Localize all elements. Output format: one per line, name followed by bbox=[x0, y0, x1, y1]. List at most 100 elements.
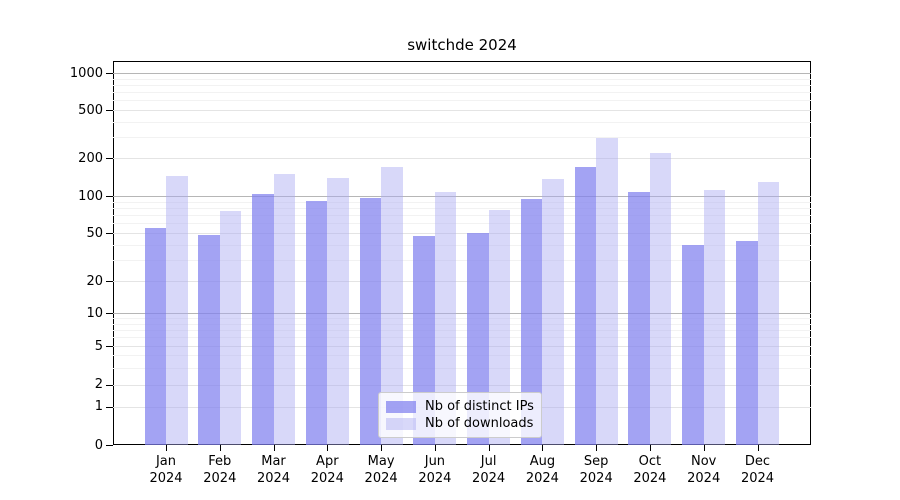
gridline-minor bbox=[113, 136, 811, 138]
bar-nb-of-distinct-ips-oct bbox=[628, 191, 650, 445]
gridline-20 bbox=[113, 281, 811, 282]
chart-title: switchde 2024 bbox=[407, 36, 517, 54]
y-tick-mark bbox=[106, 73, 113, 75]
legend-label: Nb of downloads bbox=[425, 416, 534, 431]
gridline-200 bbox=[113, 158, 811, 159]
x-tick-label: Jan 2024 bbox=[136, 453, 196, 487]
x-tick-month: Aug bbox=[529, 454, 556, 469]
bar-nb-of-distinct-ips-may bbox=[359, 197, 382, 445]
gridline-minor bbox=[113, 244, 811, 246]
gridline-minor bbox=[113, 318, 811, 320]
bar-nb-of-downloads-jun bbox=[434, 191, 457, 445]
bar-nb-of-downloads-mar bbox=[273, 173, 295, 445]
x-tick-mark bbox=[434, 445, 436, 451]
bar-nb-of-distinct-ips-feb bbox=[198, 235, 220, 445]
gridline-50 bbox=[113, 233, 811, 234]
gridline-minor bbox=[113, 223, 811, 225]
x-tick-month: Apr bbox=[316, 454, 339, 469]
x-tick-mark bbox=[219, 445, 221, 451]
y-tick-label: 5 bbox=[94, 338, 103, 354]
bar-nb-of-downloads-may bbox=[381, 166, 403, 445]
x-tick-month: May bbox=[367, 454, 395, 469]
y-tick-label: 200 bbox=[78, 150, 103, 166]
bar-nb-of-distinct-ips-sep bbox=[574, 166, 597, 445]
x-tick-month: Mar bbox=[261, 454, 286, 469]
gridline-minor bbox=[113, 323, 811, 325]
y-tick-mark bbox=[106, 196, 113, 197]
bar-nb-of-downloads-aug bbox=[542, 178, 564, 445]
legend-swatch bbox=[386, 417, 416, 430]
gridline-2 bbox=[113, 384, 811, 386]
bar-nb-of-distinct-ips-dec bbox=[736, 240, 758, 445]
gridline-minor bbox=[113, 367, 811, 369]
x-tick-month: Jul bbox=[480, 454, 497, 469]
y-tick-mark bbox=[106, 384, 113, 386]
x-tick-month: Nov bbox=[691, 454, 717, 469]
x-tick-mark bbox=[542, 445, 544, 451]
x-tick-label: Mar 2024 bbox=[244, 453, 304, 487]
bar-nb-of-distinct-ips-nov bbox=[682, 244, 704, 445]
y-tick-label: 10 bbox=[86, 305, 103, 321]
x-tick-year: 2024 bbox=[364, 471, 398, 486]
x-tick-label: Sep 2024 bbox=[566, 453, 626, 487]
gridline-100 bbox=[113, 196, 811, 197]
gridline-10 bbox=[113, 313, 811, 315]
bar-nb-of-distinct-ips-jan bbox=[144, 227, 166, 445]
x-tick-year: 2024 bbox=[472, 471, 506, 486]
x-tick-mark bbox=[757, 445, 759, 451]
x-tick-month: Sep bbox=[583, 454, 609, 469]
x-tick-year: 2024 bbox=[740, 471, 775, 486]
x-tick-mark bbox=[596, 445, 598, 451]
y-tick-mark bbox=[106, 346, 113, 347]
gridline-minor bbox=[113, 85, 811, 87]
bar-nb-of-distinct-ips-mar bbox=[252, 194, 274, 445]
bar-nb-of-downloads-jul bbox=[488, 210, 511, 445]
y-tick-label: 1000 bbox=[69, 65, 103, 81]
gridline-minor bbox=[113, 259, 811, 261]
bar-nb-of-downloads-feb bbox=[219, 211, 242, 445]
y-tick-mark bbox=[106, 313, 113, 315]
x-tick-month: Dec bbox=[744, 454, 771, 469]
x-tick-month: Feb bbox=[208, 454, 232, 469]
gridline-500 bbox=[113, 110, 811, 111]
x-tick-year: 2024 bbox=[633, 471, 667, 486]
x-tick-label: Jun 2024 bbox=[405, 453, 465, 487]
gridline-minor bbox=[113, 78, 811, 80]
bar-nb-of-distinct-ips-apr bbox=[305, 200, 328, 445]
x-tick-mark bbox=[327, 445, 329, 451]
x-tick-label: Feb 2024 bbox=[190, 453, 250, 487]
x-tick-label: Jul 2024 bbox=[459, 453, 519, 487]
x-tick-mark bbox=[649, 445, 651, 451]
y-tick-label: 20 bbox=[86, 273, 103, 289]
x-tick-year: 2024 bbox=[310, 471, 344, 486]
x-tick-label: Nov 2024 bbox=[674, 453, 734, 487]
y-tick-label: 50 bbox=[86, 225, 103, 241]
y-tick-label: 500 bbox=[78, 102, 103, 118]
bar-nb-of-downloads-dec bbox=[757, 181, 779, 445]
x-tick-mark bbox=[488, 445, 490, 451]
x-tick-label: Oct 2024 bbox=[620, 453, 680, 487]
legend-item: Nb of downloads bbox=[386, 415, 533, 432]
gridline-minor bbox=[113, 92, 811, 94]
x-tick-label: Dec 2024 bbox=[728, 453, 788, 487]
gridline-minor bbox=[113, 201, 811, 203]
gridline-minor bbox=[113, 215, 811, 216]
gridline-minor bbox=[113, 330, 811, 332]
gridline-1000 bbox=[113, 73, 811, 75]
gridline-5 bbox=[113, 346, 811, 347]
x-tick-mark bbox=[703, 445, 705, 451]
y-tick-mark bbox=[106, 158, 113, 159]
y-tick-mark bbox=[106, 233, 113, 234]
x-tick-month: Oct bbox=[638, 454, 662, 469]
x-tick-year: 2024 bbox=[256, 471, 291, 486]
x-tick-year: 2024 bbox=[418, 471, 452, 486]
y-tick-label: 2 bbox=[94, 377, 103, 392]
x-tick-year: 2024 bbox=[579, 471, 613, 486]
legend: Nb of distinct IPs Nb of downloads bbox=[378, 392, 542, 438]
legend-label: Nb of distinct IPs bbox=[425, 399, 534, 414]
legend-item: Nb of distinct IPs bbox=[386, 398, 534, 415]
gridline-minor bbox=[113, 337, 811, 339]
y-tick-label: 100 bbox=[78, 188, 103, 204]
x-tick-mark bbox=[381, 445, 383, 451]
